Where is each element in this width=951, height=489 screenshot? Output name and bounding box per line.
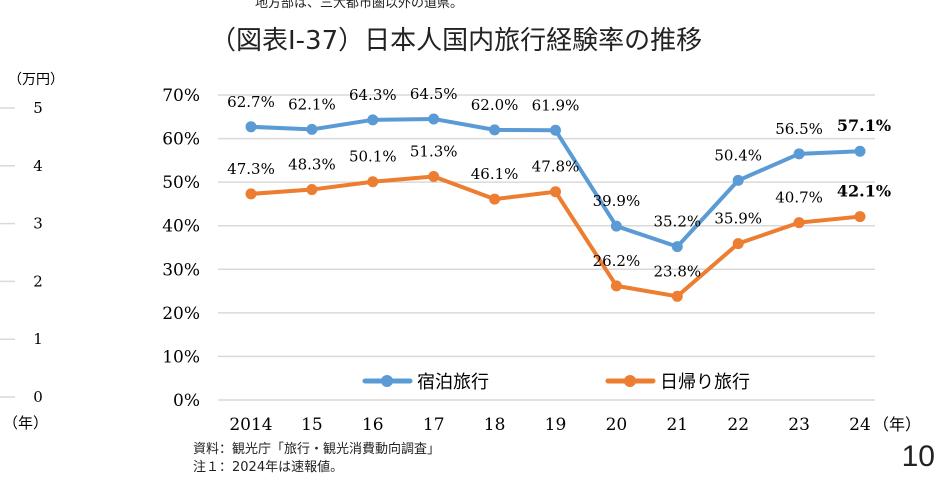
y-tick-label: 20% bbox=[162, 304, 200, 324]
chart-title: （図表Ⅰ-37）日本人国内旅行経験率の推移 bbox=[210, 26, 703, 56]
data-label: 61.9% bbox=[532, 96, 580, 114]
y-tick-label: 70% bbox=[162, 86, 200, 106]
legend-label: 宿泊旅行 bbox=[417, 372, 489, 393]
data-point bbox=[367, 176, 379, 188]
data-label: 26.2% bbox=[593, 252, 641, 270]
data-label: 23.8% bbox=[653, 262, 701, 280]
data-label: 47.8% bbox=[532, 158, 580, 176]
data-point bbox=[245, 121, 257, 133]
data-label: 40.7% bbox=[775, 189, 823, 207]
data-label: 57.1% bbox=[837, 116, 891, 135]
data-label: 35.2% bbox=[653, 213, 701, 231]
data-point bbox=[671, 290, 683, 302]
data-point bbox=[610, 280, 622, 292]
y-tick-label: 30% bbox=[162, 260, 200, 280]
data-point bbox=[428, 113, 440, 125]
y-tick-label: 0% bbox=[173, 391, 200, 411]
data-label: 48.3% bbox=[288, 156, 336, 174]
data-point bbox=[428, 170, 440, 182]
x-tick-label: 21 bbox=[666, 415, 688, 435]
left-axis-tick-label: 5 bbox=[33, 99, 43, 117]
top-note: 地方部は、三大都市圏以外の道県。 bbox=[255, 0, 464, 11]
y-tick-label: 10% bbox=[162, 347, 200, 367]
data-point bbox=[550, 124, 561, 136]
page-number: 10 bbox=[901, 440, 935, 473]
data-point bbox=[367, 114, 379, 126]
data-point bbox=[489, 193, 501, 205]
data-point bbox=[854, 211, 866, 223]
left-axis-tick-label: 3 bbox=[33, 215, 43, 233]
x-tick-label: 19 bbox=[545, 415, 567, 435]
legend-marker bbox=[381, 375, 393, 387]
y-tick-label: 60% bbox=[162, 130, 200, 150]
left-axis-tick-label: 1 bbox=[33, 330, 43, 348]
note-1: 注１：2024年は速報値。 bbox=[193, 460, 344, 475]
x-tick-label: 24 bbox=[849, 415, 871, 435]
x-tick-label: 23 bbox=[788, 415, 810, 435]
y-tick-label: 40% bbox=[162, 217, 200, 237]
x-tick-label: 17 bbox=[423, 415, 445, 435]
data-label: 62.1% bbox=[288, 95, 336, 113]
x-tick-label: 15 bbox=[301, 415, 323, 435]
data-label: 50.1% bbox=[349, 148, 397, 166]
x-axis-unit: （年） bbox=[873, 415, 921, 434]
data-label: 51.3% bbox=[410, 142, 458, 160]
data-point bbox=[550, 186, 561, 198]
left-axis-unit: （万円） bbox=[8, 72, 64, 88]
x-tick-label: 16 bbox=[362, 415, 384, 435]
data-point bbox=[306, 184, 318, 196]
x-tick-label: 2014 bbox=[229, 415, 272, 435]
data-point bbox=[306, 123, 318, 135]
data-label: 62.0% bbox=[471, 96, 519, 114]
data-point bbox=[489, 124, 501, 136]
data-point bbox=[732, 174, 744, 186]
left-axis-tick-label: 0 bbox=[33, 388, 43, 406]
data-point bbox=[793, 217, 805, 229]
data-point bbox=[854, 145, 866, 157]
data-point bbox=[671, 241, 683, 253]
legend-marker bbox=[624, 375, 636, 387]
data-label: 64.5% bbox=[410, 85, 458, 103]
data-label: 50.4% bbox=[714, 146, 762, 164]
left-axis-tick-label: 4 bbox=[33, 157, 43, 175]
data-point bbox=[793, 148, 805, 160]
data-label: 35.9% bbox=[714, 210, 762, 228]
y-tick-label: 50% bbox=[162, 173, 200, 193]
left-axis-tick-label: 2 bbox=[33, 272, 43, 290]
x-tick-label: 20 bbox=[606, 415, 628, 435]
data-label: 62.7% bbox=[227, 93, 275, 111]
data-label: 42.1% bbox=[837, 182, 891, 201]
data-point bbox=[245, 188, 257, 200]
x-tick-label: 18 bbox=[484, 415, 506, 435]
source-note: 資料：観光庁「旅行・観光消費動向調査」 bbox=[193, 442, 441, 457]
data-label: 46.1% bbox=[471, 165, 519, 183]
data-point bbox=[732, 238, 744, 250]
data-label: 47.3% bbox=[227, 160, 275, 178]
left-axis-x-unit: （年） bbox=[3, 414, 48, 432]
x-tick-label: 22 bbox=[727, 415, 749, 435]
data-label: 39.9% bbox=[593, 192, 641, 210]
legend-label: 日帰り旅行 bbox=[660, 372, 750, 393]
data-label: 64.3% bbox=[349, 86, 397, 104]
data-point bbox=[610, 220, 622, 232]
data-label: 56.5% bbox=[775, 120, 823, 138]
